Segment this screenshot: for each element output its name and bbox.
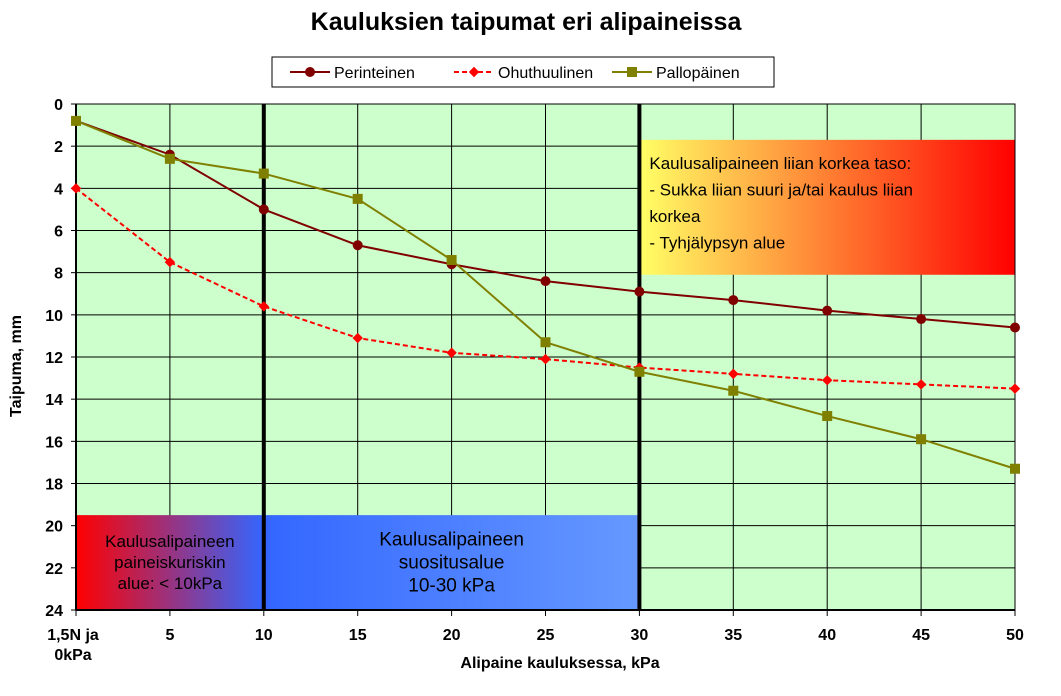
series-line xyxy=(75,187,1016,390)
y-tick-label: 18 xyxy=(45,477,63,494)
legend-marker xyxy=(468,66,480,78)
y-tick-label: 16 xyxy=(45,434,63,451)
data-point xyxy=(916,434,927,445)
x-tick-label: 40 xyxy=(818,627,836,644)
y-tick-label: 4 xyxy=(54,181,63,198)
y-tick-label: 2 xyxy=(54,139,63,156)
x-tick-label: 10 xyxy=(255,627,273,644)
data-point xyxy=(1010,322,1020,333)
legend-marker xyxy=(305,67,315,77)
region-high-level xyxy=(639,139,1015,275)
data-point xyxy=(258,301,270,312)
data-point xyxy=(1009,383,1021,394)
data-point xyxy=(634,366,645,377)
data-point xyxy=(540,337,551,348)
data-point xyxy=(446,255,457,266)
x-tick-label: 35 xyxy=(724,627,742,644)
data-point xyxy=(446,347,457,358)
data-point xyxy=(728,385,739,396)
data-point xyxy=(352,332,363,344)
legend-label: Ohuthuulinen xyxy=(498,65,593,82)
data-point xyxy=(352,240,363,251)
data-point xyxy=(728,368,739,380)
x-tick-label: 15 xyxy=(349,627,367,644)
data-point xyxy=(1010,463,1020,474)
region-label-low-level: Kaulusalipaineen xyxy=(105,532,235,551)
y-tick-label: 6 xyxy=(54,224,63,241)
x-tick-label: 25 xyxy=(537,627,555,644)
data-point xyxy=(164,256,176,268)
data-point xyxy=(352,193,363,204)
region-label-high-level: korkea xyxy=(649,207,701,226)
y-tick-label: 12 xyxy=(45,350,63,367)
region-low-level xyxy=(76,515,264,610)
region-label-low-level: paineiskuriskin xyxy=(114,553,226,572)
y-tick-label: 10 xyxy=(45,308,63,325)
y-tick-label: 14 xyxy=(45,392,63,409)
data-point xyxy=(540,353,551,365)
y-axis-label: Taipuma, mm xyxy=(8,315,25,417)
y-tick-label: 20 xyxy=(45,519,63,536)
data-point xyxy=(915,379,927,390)
legend-label: Pallopäinen xyxy=(656,65,740,82)
data-point xyxy=(916,314,927,325)
data-point xyxy=(634,286,645,297)
x-tick-label: 30 xyxy=(631,627,649,644)
data-point xyxy=(822,305,833,316)
x-tick-label: 0kPa xyxy=(54,647,91,664)
data-point xyxy=(822,411,833,422)
region-label-high-level: - Sukka liian suuri ja/tai kaulus liian xyxy=(649,180,913,199)
region-label-recommended: suositusalue xyxy=(399,552,505,573)
y-tick-label: 24 xyxy=(45,603,63,620)
data-point xyxy=(728,295,739,306)
x-tick-label: 20 xyxy=(443,627,461,644)
x-axis-label: Alipaine kauluksessa, kPa xyxy=(460,655,659,672)
region-recommended xyxy=(263,515,640,610)
region-label-high-level: - Tyhjälypsyn alue xyxy=(649,233,785,252)
region-label-low-level: alue: < 10kPa xyxy=(118,574,223,593)
region-label-recommended: 10-30 kPa xyxy=(408,575,495,596)
data-point xyxy=(70,183,82,194)
data-point xyxy=(164,153,175,164)
chart-title: Kauluksien taipumat eri alipaineissa xyxy=(311,8,743,36)
plot-area: Kaulusalipaineen liian korkea taso: - Suk… xyxy=(45,97,1024,664)
data-point xyxy=(258,168,269,179)
legend-box xyxy=(271,56,775,88)
x-tick-label: 5 xyxy=(165,627,174,644)
y-tick-label: 22 xyxy=(45,561,63,578)
legend: Perinteinen Ohuthuulinen Pallopäinen xyxy=(271,56,775,88)
x-tick-label: 50 xyxy=(1006,627,1024,644)
region-label-high-level: Kaulusalipaineen liian korkea taso: xyxy=(649,154,911,173)
data-point xyxy=(258,204,269,215)
legend-marker xyxy=(627,67,637,77)
data-point xyxy=(540,276,551,287)
x-tick-label: 1,5N ja xyxy=(47,627,99,644)
x-tick-label: 45 xyxy=(912,627,930,644)
data-point xyxy=(821,374,833,386)
region-label-recommended: Kaulusalipaineen xyxy=(379,529,524,550)
y-tick-label: 0 xyxy=(54,97,63,114)
y-tick-label: 8 xyxy=(54,266,63,283)
legend-label: Perinteinen xyxy=(334,65,415,82)
data-point xyxy=(71,115,81,126)
